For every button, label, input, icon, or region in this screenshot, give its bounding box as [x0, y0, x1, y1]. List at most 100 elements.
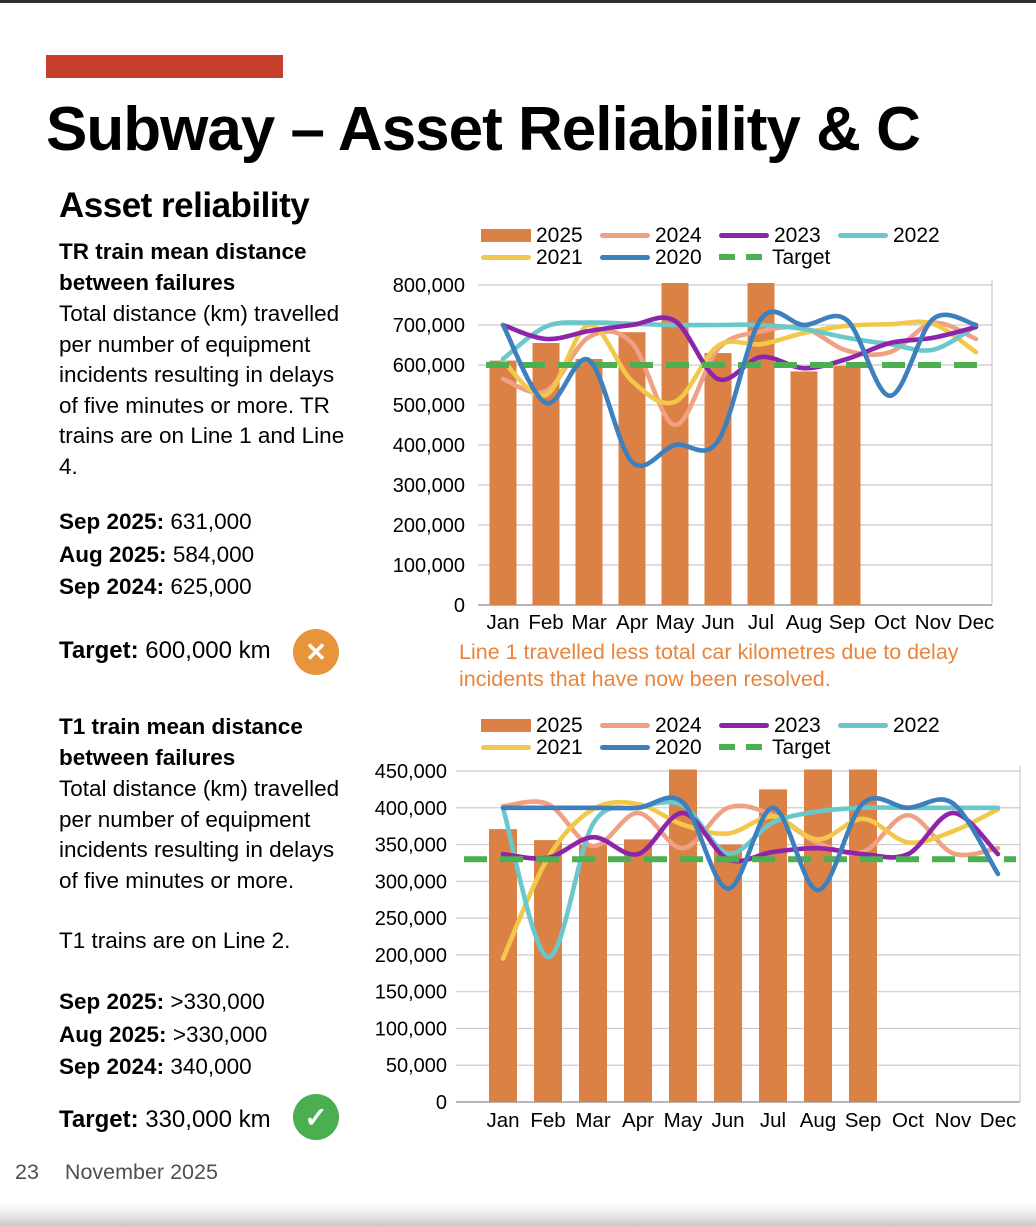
bar-2025-Apr	[618, 332, 646, 605]
y-axis-tick-label: 300,000	[393, 475, 465, 497]
y-axis-tick-label: 300,000	[375, 871, 447, 893]
t1-subtitle: T1 train mean distance between failures	[59, 714, 303, 770]
y-axis-tick-label: 700,000	[393, 315, 465, 337]
legend-swatch-2021	[481, 254, 531, 260]
t1-body: Total distance (km) travelled per number…	[59, 776, 340, 893]
window-top-edge	[0, 0, 1036, 3]
bar-2025-Feb	[534, 840, 562, 1102]
legend-label: 2020	[655, 735, 702, 759]
stat-value: 340,000	[170, 1054, 252, 1079]
t1-target-row: Target: 330,000 km	[59, 1106, 271, 1134]
legend-label: 2022	[893, 224, 940, 248]
line-2023	[500, 810, 1001, 864]
stat-value: 631,000	[170, 509, 252, 534]
bar-2025-Apr	[624, 839, 652, 1102]
y-axis-tick-label: 350,000	[375, 835, 447, 857]
x-axis-tick-label: Feb	[528, 611, 563, 634]
x-axis-tick-label: Jul	[748, 611, 774, 634]
chart-caption: Line 1 travelled less total car kilometr…	[459, 640, 959, 691]
check-glyph: ✓	[304, 1101, 328, 1133]
stat-label: Aug 2025:	[59, 1021, 167, 1047]
legend-swatch-2020	[600, 254, 650, 260]
footer: 23 November 2025	[15, 1160, 218, 1185]
x-axis-tick-label: Aug	[800, 1109, 836, 1132]
x-axis-tick-label: Jul	[760, 1109, 786, 1132]
t1-mdbf-chart: 0 50,000 100,000 150,000 200,000 250,000 300,0…	[375, 761, 1021, 1132]
legend-label: 2023	[774, 714, 821, 738]
bar-2025-Jul	[759, 789, 787, 1102]
legend-swatch-2023	[719, 723, 769, 729]
bar-2025-Sep	[849, 769, 877, 1102]
legend-swatch-2024	[600, 233, 650, 239]
legend-item-2021: 2021	[481, 247, 600, 269]
bar-2025-Aug	[804, 769, 832, 1102]
stat-value: 584,000	[172, 541, 255, 567]
legend-item-2021: 2021	[481, 737, 600, 759]
footer-page-number: 23	[15, 1160, 39, 1184]
legend-label: 2022	[893, 714, 940, 738]
legend-label: 2024	[655, 714, 702, 738]
bar-2025-Jun	[704, 353, 732, 605]
stat-label: Aug 2025:	[59, 541, 167, 567]
legend-item-2020: 2020	[600, 247, 719, 269]
line-2020	[500, 309, 979, 469]
y-axis-tick-label: 0	[454, 595, 465, 617]
legend-item-2022: 2022	[838, 715, 957, 737]
x-axis-tick-label: Feb	[530, 1109, 565, 1132]
y-axis-tick-label: 500,000	[393, 395, 465, 417]
x-axis-tick-label: Apr	[622, 1109, 654, 1132]
x-circle-icon: ✕	[293, 629, 339, 675]
x-axis-tick-label: Sep	[829, 611, 865, 634]
line-2022	[500, 320, 979, 362]
bar-2025-Aug	[790, 371, 818, 605]
y-axis-tick-label: 100,000	[393, 555, 465, 577]
legend-swatch-target	[719, 744, 767, 751]
bar-2025-Mar	[575, 359, 603, 605]
stat-value: >330,000	[172, 1021, 268, 1047]
x-axis-tick-label: May	[664, 1109, 703, 1132]
accent-bar	[46, 55, 283, 78]
legend-label: 2024	[655, 224, 702, 248]
x-axis-tick-label: Apr	[616, 611, 648, 634]
x-axis-tick-label: Dec	[958, 611, 994, 634]
legend-swatch-2020	[600, 744, 650, 750]
line-2023	[500, 315, 979, 383]
tr-target-row: Target: 600,000 km	[59, 637, 271, 665]
legend-label: 2025	[536, 714, 583, 738]
y-axis-tick-label: 100,000	[375, 1018, 447, 1040]
y-axis-tick-label: 200,000	[375, 945, 447, 967]
legend-label: Target	[772, 245, 831, 269]
footer-date: November 2025	[64, 1160, 218, 1184]
legend-label: 2021	[536, 245, 583, 269]
y-axis-tick-label: 250,000	[375, 908, 447, 930]
stat-label: Sep 2025:	[59, 509, 165, 534]
legend-label: Target	[772, 735, 831, 759]
legend-item-2020: 2020	[600, 737, 719, 759]
x-axis-tick-label: Aug	[786, 611, 822, 634]
x-axis-tick-label: Nov	[935, 1109, 972, 1132]
legend-swatch-2024	[600, 723, 650, 729]
stat-label: Sep 2024:	[59, 1054, 165, 1079]
legend-swatch-2021	[481, 744, 531, 750]
t1-chart-legend: 2025 2024 2023 2022 2021 2020 Target	[481, 715, 957, 758]
x-axis-tick-label: Jan	[486, 611, 519, 634]
legend-swatch-2022	[838, 723, 888, 729]
x-glyph: ✕	[305, 636, 327, 667]
legend-item-2024: 2024	[600, 225, 719, 247]
legend-label: 2025	[536, 224, 583, 248]
t1-stats: Sep 2025: >330,000 Aug 2025: >330,000 Se…	[59, 986, 267, 1084]
stat-row: Sep 2025: >330,000	[59, 986, 267, 1019]
x-axis-tick-label: Jun	[711, 1109, 744, 1132]
target-value: 330,000 km	[145, 1106, 271, 1133]
x-axis-tick-label: Dec	[980, 1109, 1016, 1132]
legend-item-2024: 2024	[600, 715, 719, 737]
legend-swatch-2025	[481, 719, 531, 733]
y-axis-tick-label: 450,000	[375, 761, 447, 783]
line-2020	[500, 795, 1001, 893]
stat-row: Sep 2024: 625,000	[59, 571, 254, 604]
bar-2025-Sep	[833, 365, 861, 605]
legend-item-2025: 2025	[481, 225, 600, 247]
y-axis-tick-label: 50,000	[386, 1055, 447, 1077]
legend-item-2023: 2023	[719, 715, 838, 737]
bar-2025-Jan	[489, 360, 517, 605]
